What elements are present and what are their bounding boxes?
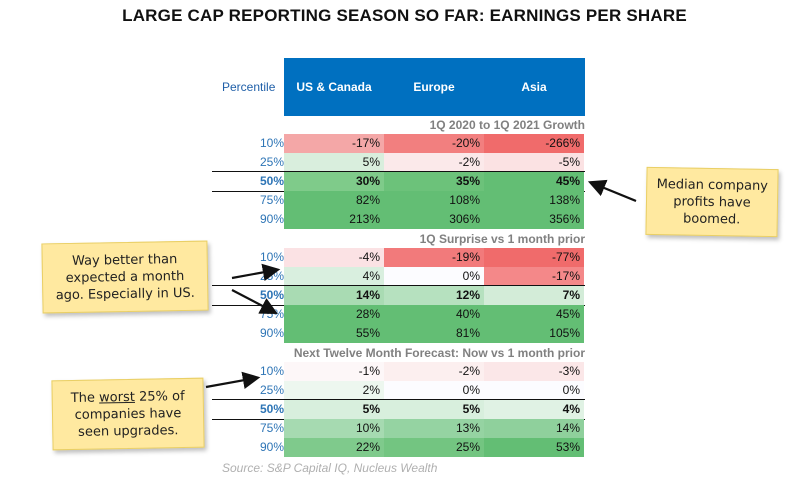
percentile-label: 75% <box>259 421 284 435</box>
table-cell: 7% <box>484 286 584 305</box>
table-cell: 5% <box>284 400 384 419</box>
column-header-europe: Europe <box>413 80 455 94</box>
table-row: 25% 5% -2% -5% <box>212 153 585 172</box>
table-cell: 81% <box>384 324 484 343</box>
table-cell: 5% <box>384 400 484 419</box>
table-row: 10% -17% -20% -266% <box>212 134 585 153</box>
column-header-asia: Asia <box>521 80 547 94</box>
table-cell: -1% <box>284 362 384 381</box>
table-cell: 4% <box>284 267 384 286</box>
table-row: 50% 14% 12% 7% <box>212 286 585 305</box>
table-cell: 35% <box>384 172 484 191</box>
table-row: 10% -1% -2% -3% <box>212 362 585 381</box>
table-cell: 40% <box>384 305 484 324</box>
arrow-to-surprise-10 <box>231 263 281 282</box>
table-cell: 28% <box>284 305 384 324</box>
table-cell: 108% <box>384 191 484 210</box>
percentile-label: 50% <box>259 402 284 416</box>
header-band <box>284 58 585 116</box>
section-title: 1Q 2020 to 1Q 2021 Growth <box>429 118 585 132</box>
table-cell: 0% <box>384 267 484 286</box>
table-cell: 14% <box>484 419 584 438</box>
table-cell: 55% <box>284 324 384 343</box>
table-cell: 2% <box>284 381 384 400</box>
arrow-to-forecast-10 <box>205 371 261 389</box>
table-cell: 138% <box>484 191 584 210</box>
column-header-us-canada: US & Canada <box>296 80 372 94</box>
table-cell: -77% <box>484 248 584 267</box>
table-cell: -17% <box>484 267 584 286</box>
arrow-to-surprise-75 <box>231 289 278 315</box>
table-row: 75% 10% 13% 14% <box>212 419 585 438</box>
table-cell: -17% <box>284 134 384 153</box>
median-divider <box>212 171 585 172</box>
table-cell: 306% <box>384 210 484 229</box>
arrow-to-median <box>587 179 637 203</box>
table-cell: -2% <box>384 153 484 172</box>
table-row: 90% 213% 306% 356% <box>212 210 585 229</box>
table-row: 90% 22% 25% 53% <box>212 438 585 457</box>
table-cell: 53% <box>484 438 584 457</box>
percentile-label: 50% <box>259 174 284 188</box>
median-divider <box>212 399 585 400</box>
table-cell: 25% <box>384 438 484 457</box>
table-row: 75% 28% 40% 45% <box>212 305 585 324</box>
table-cell: -2% <box>384 362 484 381</box>
table-cell: 12% <box>384 286 484 305</box>
percentile-label: 10% <box>259 136 284 150</box>
table-cell: 22% <box>284 438 384 457</box>
table-cell: 356% <box>484 210 584 229</box>
table-cell: -3% <box>484 362 584 381</box>
table-row: 10% -4% -19% -77% <box>212 248 585 267</box>
table-cell: -5% <box>484 153 584 172</box>
table-row: 75% 82% 108% 138% <box>212 191 585 210</box>
percentile-label: 10% <box>259 364 284 378</box>
percentile-label: 10% <box>259 250 284 264</box>
table-cell: 5% <box>284 153 384 172</box>
median-divider <box>212 285 585 286</box>
page-title: LARGE CAP REPORTING SEASON SO FAR: EARNI… <box>122 6 687 25</box>
percentile-label: 90% <box>259 326 284 340</box>
table-cell: 0% <box>484 381 584 400</box>
table-row: 50% 5% 5% 4% <box>212 400 585 419</box>
table-cell: 213% <box>284 210 384 229</box>
table-cell: 0% <box>384 381 484 400</box>
table-cell: 45% <box>484 305 584 324</box>
percentile-label: 25% <box>259 155 284 169</box>
percentile-label: 90% <box>259 440 284 454</box>
table-row: 25% 2% 0% 0% <box>212 381 585 400</box>
percentile-header: Percentile <box>222 80 276 94</box>
section-title: 1Q Surprise vs 1 month prior <box>419 232 585 246</box>
table-cell: 4% <box>484 400 584 419</box>
table-row: 50% 30% 35% 45% <box>212 172 585 191</box>
table-cell: -266% <box>484 134 584 153</box>
table-cell: -4% <box>284 248 384 267</box>
percentile-label: 25% <box>259 383 284 397</box>
table-cell: 82% <box>284 191 384 210</box>
table-cell: 105% <box>484 324 584 343</box>
table-cell: 14% <box>284 286 384 305</box>
table-cell: 10% <box>284 419 384 438</box>
percentile-label: 90% <box>259 212 284 226</box>
table-cell: -19% <box>384 248 484 267</box>
percentile-label: 75% <box>259 193 284 207</box>
table-cell: 30% <box>284 172 384 191</box>
table-cell: 13% <box>384 419 484 438</box>
table-row: 90% 55% 81% 105% <box>212 324 585 343</box>
table-cell: 45% <box>484 172 584 191</box>
table-cell: -20% <box>384 134 484 153</box>
table-row: 25% 4% 0% -17% <box>212 267 585 286</box>
source-note: Source: S&P Capital IQ, Nucleus Wealth <box>222 461 438 475</box>
section-title: Next Twelve Month Forecast: Now vs 1 mon… <box>293 346 585 360</box>
